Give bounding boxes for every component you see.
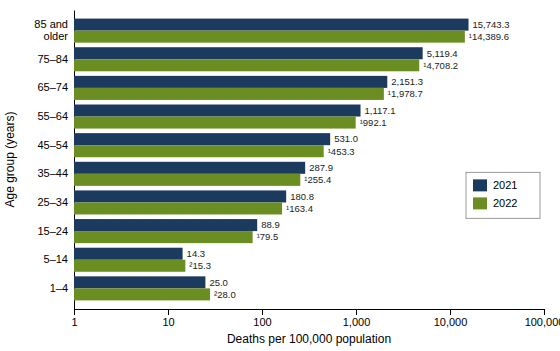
plot: 1 10 100 1,000 10,000 100,000 85 andolder 75–84… <box>34 11 560 328</box>
y-tick: 25–34 <box>37 196 68 208</box>
bar <box>74 219 257 231</box>
bar <box>74 31 465 43</box>
y-tick-label: 25–34 <box>37 196 68 208</box>
data-label: 531.0 <box>334 133 358 144</box>
legend-box <box>466 172 540 218</box>
bar <box>74 105 361 117</box>
data-label: ¹255.4 <box>304 174 331 185</box>
x-tick-label: 1 <box>71 316 77 328</box>
legend-item: 2022 <box>473 197 517 209</box>
bars <box>74 19 469 301</box>
data-label: 5,119.4 <box>427 48 458 59</box>
y-tick: 65–74 <box>37 81 68 93</box>
x-tick-mark <box>74 309 75 315</box>
bar <box>74 117 356 129</box>
bar <box>74 248 183 260</box>
bar <box>74 59 419 71</box>
bar <box>74 276 205 288</box>
x-tick-label: 1,000 <box>343 316 371 328</box>
legend-label: 2021 <box>493 179 517 191</box>
bar <box>74 288 210 300</box>
bar <box>74 88 384 100</box>
y-tick-label: 75–84 <box>37 53 68 65</box>
y-tick-label: 65–74 <box>37 81 68 93</box>
y-tick: 35–44 <box>37 167 68 179</box>
x-tick: 10 <box>162 309 174 328</box>
y-tick: 45–54 <box>37 139 68 151</box>
x-tick-label: 100,000 <box>525 316 560 328</box>
bar <box>74 162 305 174</box>
y-tick-label: 35–44 <box>37 167 68 179</box>
legend-item: 2021 <box>473 179 517 191</box>
data-labels: 15,743.3 5,119.4 2,151.3 1,117.1 531.0 287.9 1… <box>187 19 510 300</box>
x-tick-label: 10,000 <box>434 316 468 328</box>
data-label: 287.9 <box>309 162 333 173</box>
x-tick: 100 <box>253 309 271 328</box>
data-label: ¹14,389.6 <box>469 31 509 42</box>
chart: 1 10 100 1,000 10,000 100,000 85 andolder 75–84… <box>0 0 560 351</box>
x-axis: 1 10 100 1,000 10,000 100,000 <box>71 309 560 328</box>
x-tick-mark <box>262 309 263 315</box>
legend-swatch <box>473 197 487 209</box>
x-tick-mark <box>168 309 169 315</box>
y-axis: 85 andolder 75–84 65–74 55–64 45–54 35–44 25–3… <box>34 11 74 310</box>
data-label: 88.9 <box>261 219 280 230</box>
data-label: ²15.3 <box>189 260 211 271</box>
x-tick: 1 <box>71 309 77 328</box>
x-tick: 1,000 <box>343 309 371 328</box>
y-tick: 55–64 <box>37 110 68 122</box>
y-tick: 5–14 <box>44 253 68 265</box>
bar <box>74 231 253 243</box>
data-label: ¹453.3 <box>328 146 355 157</box>
bar <box>74 133 330 145</box>
data-label: ¹79.5 <box>257 231 279 242</box>
data-label: 2,151.3 <box>391 76 423 87</box>
bar <box>74 19 469 31</box>
x-axis-title: Deaths per 100,000 population <box>227 332 391 346</box>
y-tick-label: 85 andolder <box>34 18 68 42</box>
bar <box>74 76 387 88</box>
y-tick-label: 1–4 <box>50 282 68 294</box>
y-tick-label: 55–64 <box>37 110 68 122</box>
bar <box>74 174 300 186</box>
legend-label: 2022 <box>493 197 517 209</box>
data-label: ¹992.1 <box>360 117 387 128</box>
data-label: ¹1,978.7 <box>388 88 423 99</box>
y-tick-label: 15–24 <box>37 225 68 237</box>
data-label: 1,117.1 <box>365 105 396 116</box>
legend-swatch <box>473 179 487 191</box>
bar <box>74 190 286 202</box>
bar <box>74 202 282 214</box>
x-tick-mark <box>544 309 545 315</box>
data-label: 180.8 <box>290 191 314 202</box>
data-label: 15,743.3 <box>473 19 510 30</box>
x-tick: 100,000 <box>525 309 560 328</box>
y-tick: 1–4 <box>50 282 68 294</box>
legend: 2021 2022 <box>466 172 540 218</box>
y-tick: 15–24 <box>37 225 68 237</box>
bar <box>74 260 185 272</box>
y-tick-label: 45–54 <box>37 139 68 151</box>
x-tick-mark <box>356 309 357 315</box>
data-label: 25.0 <box>209 277 228 288</box>
y-axis-title: Age group (years) <box>3 111 17 207</box>
data-label: 14.3 <box>187 248 206 259</box>
y-tick: 75–84 <box>37 53 68 65</box>
bar <box>74 47 423 59</box>
y-tick-label: 5–14 <box>44 253 68 265</box>
data-label: ¹163.4 <box>286 203 313 214</box>
x-tick-label: 10 <box>162 316 174 328</box>
y-tick: 85 andolder <box>34 18 68 42</box>
data-label: ²28.0 <box>214 289 236 300</box>
x-axis-line <box>75 310 545 316</box>
x-tick-mark <box>450 309 451 315</box>
x-tick: 10,000 <box>434 309 468 328</box>
x-tick-label: 100 <box>253 316 271 328</box>
bar <box>74 145 324 157</box>
data-label: ¹4,708.2 <box>423 60 458 71</box>
